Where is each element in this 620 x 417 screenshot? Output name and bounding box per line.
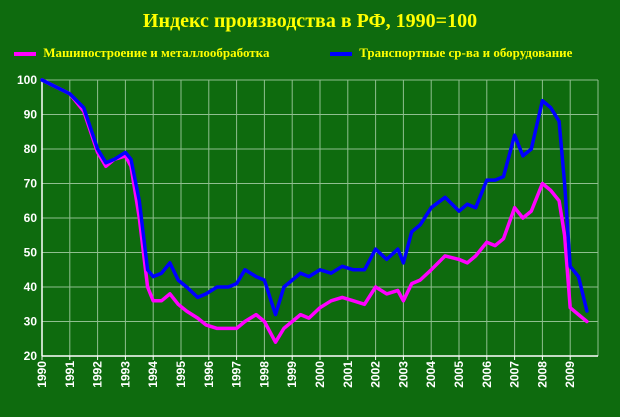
x-tick-label: 2009 (563, 361, 577, 388)
legend-item-transport: Транспортные ср-ва и оборудование (330, 45, 572, 61)
y-tick-label: 50 (24, 246, 38, 260)
x-tick-label: 2000 (313, 361, 327, 388)
legend-label-transport: Транспортные ср-ва и оборудование (359, 45, 573, 60)
x-tick-label: 2003 (396, 361, 410, 388)
x-tick-label: 2001 (341, 361, 355, 388)
x-tick-label: 1994 (146, 361, 160, 388)
x-tick-label: 2008 (535, 361, 549, 388)
x-tick-label: 2005 (452, 361, 466, 388)
x-tick-label: 2002 (369, 361, 383, 388)
y-tick-label: 20 (24, 349, 38, 363)
x-tick-label: 1992 (91, 361, 105, 388)
chart-title: Индекс производства в РФ, 1990=100 (142, 10, 478, 32)
x-tick-label: 1991 (63, 361, 77, 388)
legend-item-machinery: Машиностроение и металлообработка (14, 45, 269, 61)
legend-swatch-transport (330, 52, 352, 57)
x-tick-label: 2006 (480, 361, 494, 388)
y-tick-label: 70 (24, 177, 38, 191)
x-tick-label: 1995 (174, 361, 188, 388)
x-tick-label: 2004 (424, 361, 438, 388)
chart-legend: Машиностроение и металлообработка Трансп… (0, 45, 620, 65)
x-tick-label: 2007 (508, 361, 522, 388)
y-tick-label: 30 (24, 315, 38, 329)
x-tick-label: 1990 (35, 361, 49, 388)
y-tick-label: 40 (24, 280, 38, 294)
x-tick-label: 1999 (285, 361, 299, 388)
x-tick-label: 1993 (118, 361, 132, 388)
series-line-machinery (40, 78, 589, 344)
legend-label-machinery: Машиностроение и металлообработка (43, 45, 270, 60)
x-tick-label: 1998 (257, 361, 271, 388)
x-tick-label: 1997 (230, 361, 244, 388)
y-tick-label: 80 (24, 142, 38, 156)
series-line-transport (40, 78, 589, 317)
x-tick-label: 1996 (202, 361, 216, 388)
y-tick-label: 90 (24, 108, 38, 122)
legend-swatch-machinery (14, 52, 36, 57)
y-tick-label: 60 (24, 211, 38, 225)
y-tick-label: 100 (17, 73, 37, 87)
